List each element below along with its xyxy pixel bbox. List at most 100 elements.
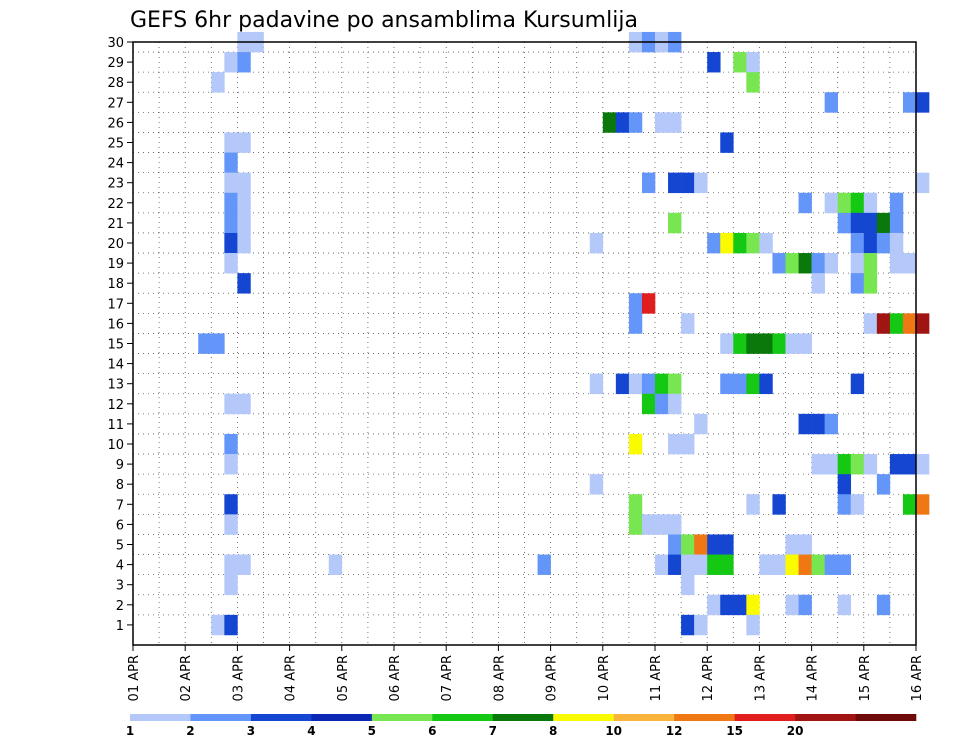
heatmap-cell (237, 554, 251, 575)
heatmap-cell (694, 413, 708, 435)
legend-swatch (432, 714, 494, 721)
heatmap-cell (837, 494, 852, 515)
heatmap-cell (628, 514, 643, 535)
y-tick-label: 16 (107, 317, 124, 332)
heatmap-cell (641, 293, 656, 314)
heatmap-cell (237, 212, 251, 234)
heatmap-cell (824, 192, 838, 214)
y-tick-label: 8 (116, 478, 124, 493)
heatmap-cell (224, 232, 238, 254)
x-tick-label: 07 APR (440, 655, 455, 701)
heatmap-cell (641, 393, 656, 415)
heatmap-cell (746, 232, 760, 254)
legend-swatch (674, 714, 735, 721)
y-tick-label: 24 (107, 157, 124, 172)
heatmap-cell (694, 554, 708, 575)
heatmap-cell (850, 494, 865, 515)
heatmap-cell (798, 534, 812, 555)
heatmap-cell (237, 393, 251, 415)
y-tick-label: 15 (107, 338, 124, 353)
y-tick-label: 30 (107, 36, 124, 51)
heatmap-cell (628, 293, 643, 314)
heatmap-cell (655, 373, 669, 395)
heatmap-cell (759, 554, 773, 575)
heatmap-cell (694, 534, 708, 555)
heatmap-cell (772, 333, 786, 354)
heatmap-cell (889, 212, 904, 234)
y-tick-label: 19 (107, 257, 124, 272)
heatmap-cell (655, 393, 669, 415)
y-axis: 1234567891011121314151617181920212223242… (107, 36, 133, 634)
heatmap-cell (681, 313, 695, 334)
heatmap-cell (863, 253, 878, 274)
heatmap-cell (811, 554, 825, 575)
heatmap-cell (902, 494, 917, 515)
y-tick-label: 17 (107, 297, 124, 312)
x-tick-label: 11 APR (649, 655, 664, 701)
heatmap-cell (694, 614, 708, 636)
heatmap-cell (759, 333, 773, 354)
heatmap-cell (863, 232, 878, 254)
legend-label: 20 (787, 724, 804, 738)
heatmap-cell (589, 373, 604, 395)
x-tick-label: 03 APR (231, 655, 246, 701)
heatmap-cell (198, 333, 212, 354)
heatmap-cell (224, 614, 238, 636)
heatmap-cell (863, 273, 878, 294)
x-tick-label: 02 APR (179, 655, 194, 701)
y-tick-label: 28 (107, 76, 124, 91)
heatmap-cell (628, 313, 643, 334)
legend-label: 6 (428, 724, 436, 738)
heatmap-cell (785, 594, 799, 616)
heatmap-cell (694, 172, 708, 194)
y-tick-label: 23 (107, 177, 124, 192)
legend-label: 10 (605, 724, 622, 738)
heatmap-cell (837, 474, 852, 495)
heatmap-cell (733, 52, 747, 73)
heatmap-cell (811, 253, 825, 274)
heatmap-cell (720, 554, 734, 575)
heatmap-cell (798, 413, 812, 435)
heatmap-cell (733, 373, 747, 395)
heatmap-cell (668, 172, 682, 194)
heatmap-cell (850, 454, 865, 475)
heatmap-cell (916, 92, 930, 113)
legend-swatch (190, 714, 252, 721)
y-tick-label: 20 (107, 237, 124, 252)
heatmap-cell (746, 494, 760, 515)
heatmap-cell (759, 373, 773, 395)
heatmap-cell (746, 614, 760, 636)
heatmap-cell (720, 594, 734, 616)
heatmap-cell (746, 52, 760, 73)
x-tick-label: 04 APR (284, 655, 299, 701)
heatmap-cell (863, 212, 878, 234)
heatmap-cell (798, 192, 812, 214)
heatmap-cell (681, 433, 695, 455)
heatmap-cell (641, 373, 656, 395)
heatmap-cell (224, 192, 238, 214)
x-tick-label: 12 APR (701, 655, 716, 701)
heatmap-cell (824, 413, 838, 435)
heatmap-cell (211, 72, 225, 93)
heatmap-cell (537, 554, 551, 575)
y-tick-label: 21 (107, 217, 124, 232)
heatmap-cell (681, 574, 695, 596)
heatmap-cell (876, 212, 891, 234)
heatmap-cell (837, 594, 852, 616)
heatmap-cell (224, 433, 238, 455)
heatmap-cell (681, 554, 695, 575)
heatmap-cell (837, 192, 852, 214)
heatmap-cell (785, 554, 799, 575)
heatmap-cell (772, 554, 786, 575)
x-axis: 01 APR 02 APR 03 APR 04 APR 05 APR 06 APR 07 A… (127, 645, 925, 701)
legend-swatch (130, 714, 191, 721)
heatmap-cell (224, 554, 238, 575)
heatmap-cell (681, 534, 695, 555)
heatmap-cell (589, 474, 604, 495)
heatmap-cell (224, 393, 238, 415)
heatmap-cell (681, 614, 695, 636)
heatmap-cell (746, 333, 760, 354)
legend-swatch (492, 714, 554, 721)
heatmap-cell (720, 373, 734, 395)
